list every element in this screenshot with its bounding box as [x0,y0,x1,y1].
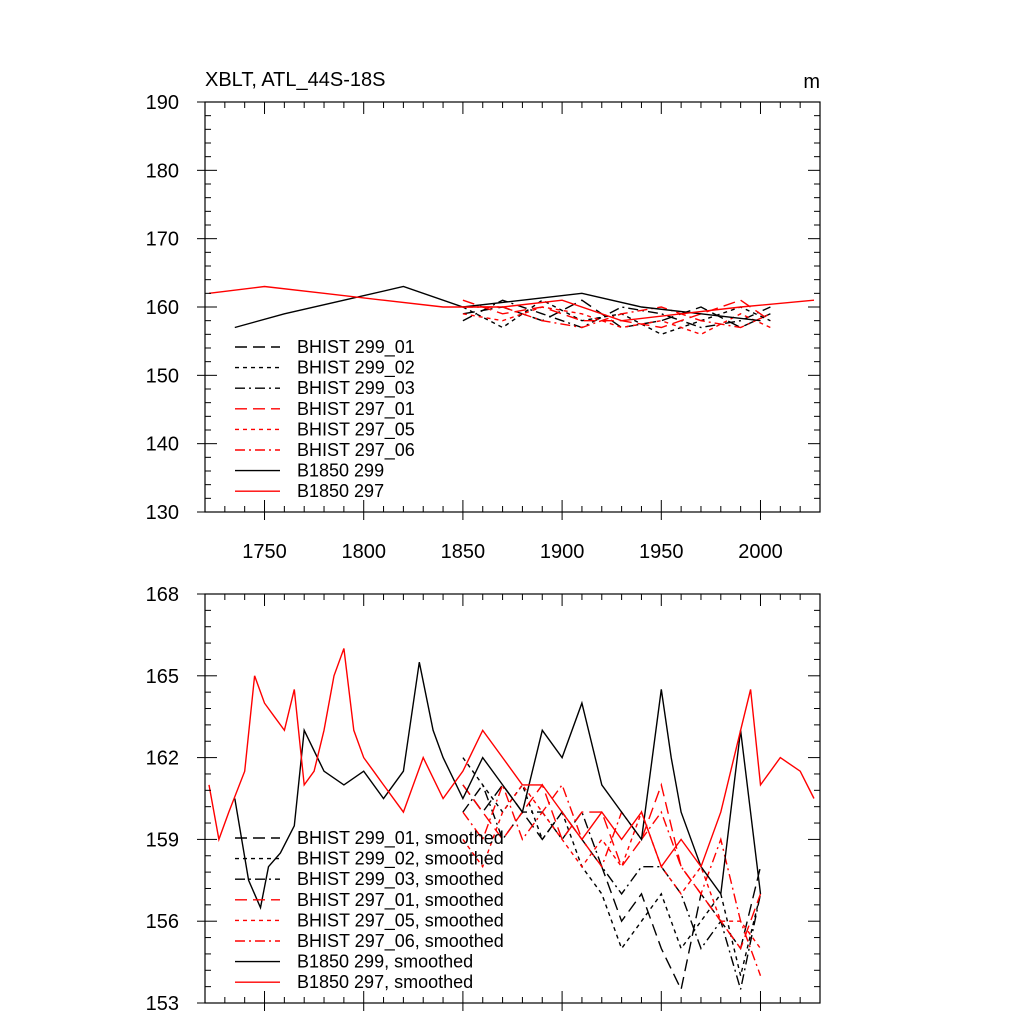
y-tick-label: 150 [146,365,179,387]
y-tick-label: 190 [146,92,179,114]
x-tick-label: 1750 [242,541,287,563]
plot-frame [204,593,821,1004]
legend-label: BHIST 299_01 [297,337,415,358]
series-line-2 [462,783,762,990]
series-line-3 [462,782,762,950]
x-tick-label: 1800 [341,541,386,563]
x-tick-label: 1950 [639,541,684,563]
y-tick-label: 140 [146,434,179,456]
top-panel: 1750 1800 1850 1900 1950 2000 130 140 150 160 170 1… [146,69,821,563]
legend-label: B1850 299, smoothed [297,952,473,972]
legend-label: B1850 297, smoothed [297,972,473,992]
series-line-4 [462,306,771,336]
series-line-7 [208,285,815,322]
legend-label: BHIST 299_02, smoothed [297,849,504,870]
legend-label: B1850 299 [297,461,384,481]
legend-label: BHIST 297_01 [297,399,415,420]
chart-title: XBLT, ATL_44S-18S [205,69,385,91]
series-line-7 [208,648,815,869]
series-line-4 [462,783,762,949]
y-tick-label: 130 [146,502,179,524]
y-tick-label: 168 [146,584,179,606]
series-line-5 [462,782,762,976]
y-tick-label: 170 [146,229,179,251]
legend-label: BHIST 299_03, smoothed [297,869,504,890]
y-tick-label: 165 [146,666,179,688]
legend-label: BHIST 297_05, smoothed [297,910,504,931]
x-tick-label: 1900 [540,541,585,563]
series-line-0 [462,299,771,329]
y-tick-label: 180 [146,160,179,182]
series-line-6 [234,285,761,329]
y-tick-label: 159 [146,829,179,851]
units-label: m [803,71,820,93]
legend-label: BHIST 299_01, smoothed [297,828,504,849]
series-line-5 [462,306,771,329]
x-tick-label: 1850 [441,541,486,563]
legend-label: BHIST 297_01, smoothed [297,890,504,911]
legend-label: BHIST 297_06 [297,440,415,461]
series-line-2 [462,299,771,329]
y-tick-label: 160 [146,297,179,319]
y-tick-label: 162 [146,748,179,770]
y-tick-label: 153 [146,993,179,1015]
legend-label: BHIST 299_03 [297,378,415,399]
x-tick-label: 2000 [738,541,783,563]
plot-area [208,285,815,336]
legend-label: BHIST 299_02 [297,358,415,379]
y-tick-label: 156 [146,911,179,933]
legend-label: B1850 297 [297,481,384,501]
legend-label: BHIST 297_05 [297,419,415,440]
bottom-panel: 153 156 159 162 165 168 BHIST 299_01, smoothed… [146,584,821,1015]
series-line-6 [234,662,762,910]
legend-label: BHIST 297_06, smoothed [297,931,504,952]
plot-area [208,648,815,992]
series-line-1 [462,757,762,976]
